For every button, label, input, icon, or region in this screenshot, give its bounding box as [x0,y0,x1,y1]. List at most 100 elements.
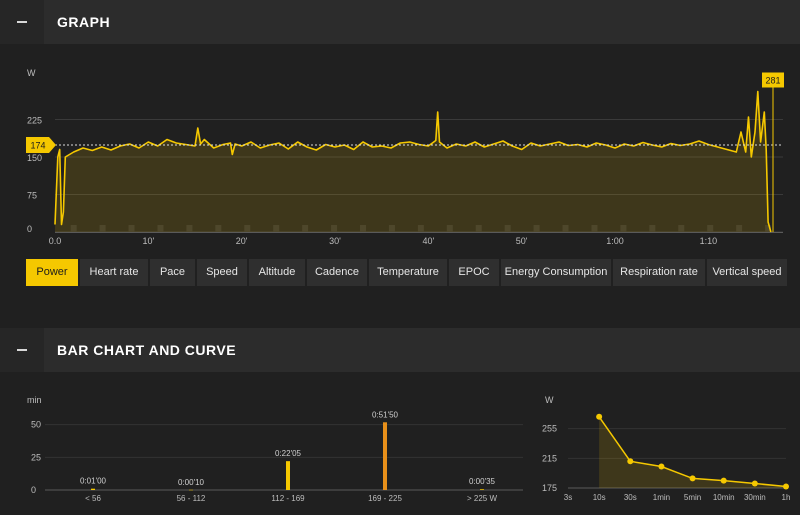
curve-x-tick-label: 3s [564,493,572,502]
curve-point [720,477,727,484]
power-average-label: 174 [30,141,45,151]
zone-bar [383,422,387,490]
power-y-tick-label: 75 [27,191,37,201]
curve-point [596,413,603,420]
bars-section-title: BAR CHART AND CURVE [57,342,237,358]
power-lap-marker [475,225,482,232]
power-max-badge [762,72,784,88]
metric-tabs: Power Heart rate Pace Speed Altitude Cadence T… [26,259,787,286]
tab-temperature[interactable]: Temperature [369,259,447,286]
curve-x-tick-label: 1min [653,493,670,502]
power-lap-marker [649,225,656,232]
power-lap-marker [128,225,135,232]
minus-icon [17,21,27,23]
zone-bar-value-label: 0:00'10 [178,478,205,487]
tab-cadence[interactable]: Cadence [307,259,367,286]
power-lap-marker [215,225,222,232]
bars-section-header: BAR CHART AND CURVE [0,328,800,372]
curve-x-tick-label: 10min [713,493,735,502]
power-x-tick-label: 1:00 [606,236,624,246]
zone-bar-value-label: 0:51'50 [372,410,399,419]
zone-category-label: 112 - 169 [271,494,305,503]
power-zone-bar-chart: min 0 25 50 0:01'00 < 56 0:00'10 56 - 112 0:22'0… [27,395,523,503]
zone-category-label: 169 - 225 [368,494,402,503]
bars-collapse-button[interactable] [0,328,44,372]
power-x-tick-label: 1:10 [700,236,718,246]
power-lap-marker [504,225,511,232]
power-x-tick-label: 10' [142,236,154,246]
zone-category-label: > 225 W [467,494,497,503]
graph-collapse-button[interactable] [0,0,44,44]
zone-bar [286,461,290,490]
power-lap-marker [417,225,424,232]
power-lap-marker [186,225,193,232]
curve-x-tick-label: 30min [744,493,766,502]
curve-point [783,483,789,490]
power-x-tick-label: 0.0 [49,236,62,246]
power-lap-marker [765,225,772,232]
curve-point [689,475,696,482]
power-lap-marker [302,225,309,232]
curve-x-tick-label: 30s [624,493,637,502]
bar-y-tick-label: 50 [31,420,41,430]
curve-y-tick-label: 215 [542,453,557,463]
tab-power[interactable]: Power [26,259,78,286]
zone-category-label: < 56 [85,494,101,503]
power-lap-marker [360,225,366,232]
tab-epoc[interactable]: EPOC [449,259,499,286]
power-lap-marker [99,225,106,232]
power-x-tick-label: 20' [236,236,248,246]
power-lap-marker [591,225,598,232]
power-lap-marker [244,225,251,232]
tab-heart-rate[interactable]: Heart rate [80,259,148,286]
curve-point [751,480,758,487]
power-lap-marker [620,225,627,232]
zone-bar [189,489,193,491]
tab-altitude[interactable]: Altitude [249,259,305,286]
power-lap-marker [157,225,164,232]
graph-section-title: GRAPH [57,14,111,30]
zone-category-label: 56 - 112 [177,494,206,503]
power-lap-marker [562,225,569,232]
tab-respiration-rate[interactable]: Respiration rate [613,259,705,286]
graph-section-header: GRAPH [0,0,800,44]
power-lap-marker [388,225,395,232]
power-x-tick-label: 30' [329,236,341,246]
power-lap-marker [331,225,338,232]
curve-y-tick-label: 175 [542,483,557,493]
curve-x-tick-label: 1h [782,493,791,502]
curve-point [627,458,634,465]
zone-bar [91,488,95,490]
power-lap-marker [678,225,685,232]
power-x-tick-label: 40' [422,236,434,246]
power-curve-chart: W 175 215 255 3s 10s 30s 1min 5min 10min 30min 1h [542,395,791,502]
bar-y-axis-label: min [27,395,42,405]
bar-y-tick-label: 0 [31,485,36,495]
minus-icon [17,349,27,351]
tab-energy-consumption[interactable]: Energy Consumption [501,259,611,286]
power-chart[interactable]: W 0 75 150 225 0.0 10' 20' 30' 40' 50' 1:00 1:10 174 2… [0,50,800,300]
bar-y-tick-label: 25 [31,452,41,462]
power-y-axis-label: W [27,68,36,78]
curve-x-tick-label: 5min [684,493,701,502]
zone-bar-value-label: 0:00'35 [469,477,496,486]
power-lap-marker [736,225,743,232]
curve-point [658,463,665,470]
curve-y-tick-label: 255 [542,424,557,434]
zone-bar-value-label: 0:22'05 [275,449,302,458]
power-y-tick-label: 150 [27,153,42,163]
power-x-tick-label: 50' [516,236,528,246]
zone-bar-value-label: 0:01'00 [80,477,107,486]
zone-bar [480,489,484,490]
power-y-tick-label: 0 [27,224,32,234]
power-lap-marker [707,225,714,232]
power-area [55,91,771,232]
tab-speed[interactable]: Speed [197,259,247,286]
power-max-label: 281 [765,76,780,86]
tab-pace[interactable]: Pace [150,259,195,286]
power-average-badge [26,137,56,153]
power-lap-marker [446,225,453,232]
tab-vertical-speed[interactable]: Vertical speed [707,259,787,286]
power-lap-marker [70,225,77,232]
power-y-tick-label: 225 [27,116,42,126]
